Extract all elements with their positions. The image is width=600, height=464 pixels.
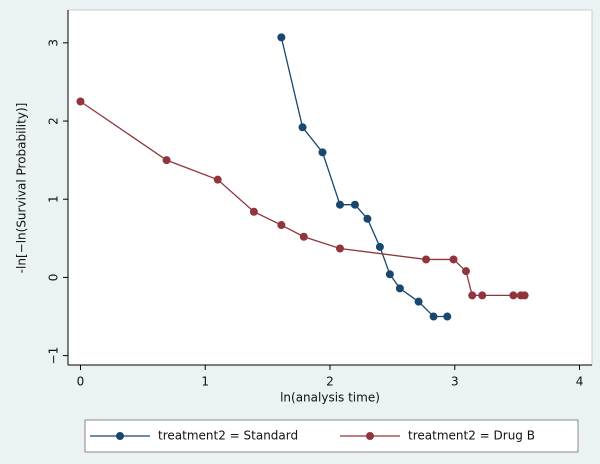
y-tick-label: 1 — [47, 195, 61, 203]
x-tick-label: 2 — [326, 375, 334, 389]
y-tick-label: 0 — [47, 274, 61, 282]
data-point — [520, 291, 529, 300]
data-point — [335, 244, 344, 253]
legend-marker — [366, 432, 374, 440]
data-point — [162, 156, 171, 165]
legend-marker — [116, 432, 124, 440]
data-point — [363, 214, 372, 223]
y-tick-label: 3 — [47, 39, 61, 47]
legend-label: treatment2 = Drug B — [408, 429, 535, 443]
y-tick-label: −1 — [47, 347, 61, 365]
data-point — [277, 221, 286, 230]
data-point — [335, 200, 344, 209]
data-point — [461, 267, 470, 276]
data-point — [298, 123, 307, 132]
data-point — [350, 200, 359, 209]
data-point — [414, 297, 423, 306]
plot-area — [67, 9, 593, 366]
data-point — [277, 33, 286, 42]
data-point — [509, 291, 518, 300]
y-axis-label: -ln[−ln(Survival Probability)] — [15, 103, 29, 274]
data-point — [299, 232, 308, 241]
data-point — [318, 148, 327, 157]
y-tick-label: 2 — [47, 117, 61, 125]
legend-box — [84, 419, 579, 453]
x-tick-label: 3 — [451, 375, 459, 389]
data-point — [429, 312, 438, 321]
data-point — [249, 207, 258, 216]
data-point — [76, 97, 85, 106]
data-point — [385, 270, 394, 279]
data-point — [422, 255, 431, 264]
data-point — [213, 175, 222, 184]
x-tick-label: 1 — [201, 375, 209, 389]
legend-label: treatment2 = Standard — [158, 429, 298, 443]
x-axis-label: ln(analysis time) — [280, 391, 380, 405]
data-point — [395, 284, 404, 293]
x-tick-label: 4 — [576, 375, 584, 389]
x-tick-label: 0 — [77, 375, 85, 389]
data-point — [478, 291, 487, 300]
data-point — [468, 291, 477, 300]
data-point — [375, 242, 384, 251]
data-point — [443, 312, 452, 321]
data-point — [449, 255, 458, 264]
